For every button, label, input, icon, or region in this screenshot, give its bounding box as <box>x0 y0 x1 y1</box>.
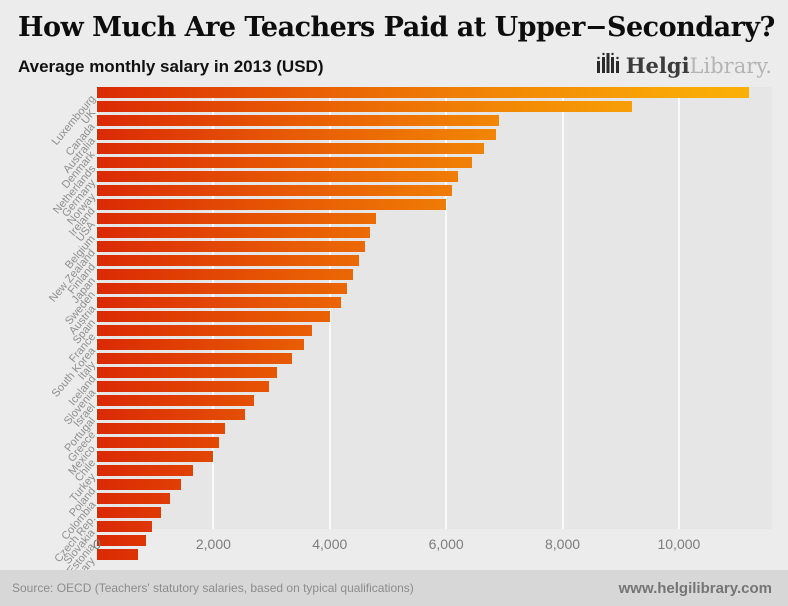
bar-row: Iceland <box>66 367 772 408</box>
bar-row: Denmark <box>60 143 772 191</box>
bar <box>97 157 473 168</box>
bar-row: Italy <box>76 353 772 382</box>
bar-row: Hungary <box>62 549 772 595</box>
bar-row: Belgium <box>63 227 772 271</box>
bar <box>97 493 170 504</box>
bar <box>97 409 246 420</box>
bar <box>97 283 348 294</box>
bar-row: Turkey <box>67 465 772 504</box>
bar-row: Colombia <box>59 493 772 542</box>
bar-row: Japan <box>70 269 772 306</box>
plot-area: Luxembourg UK Canada Australia Denmark Nether… <box>47 87 772 595</box>
x-tick-label: 2,000 <box>195 536 231 552</box>
bar <box>97 549 138 560</box>
bar-row: Canada <box>64 115 772 158</box>
bar-row: Chile <box>73 451 772 484</box>
bar <box>97 213 377 224</box>
bar <box>97 325 313 336</box>
bar-row: New Zealand <box>47 241 772 305</box>
bar <box>97 535 147 546</box>
bar <box>97 143 484 154</box>
bar-row: Estonia <box>65 535 772 577</box>
website-link[interactable]: www.helgilibrary.com <box>618 579 772 597</box>
bar <box>97 255 359 266</box>
subtitle-row: Average monthly salary in 2013 (USD) <box>0 43 788 77</box>
bar-row: Slovenia <box>62 381 772 427</box>
gridline <box>561 87 564 529</box>
bar <box>97 381 269 392</box>
bar-row: Israel <box>72 395 772 429</box>
gridline <box>445 87 448 529</box>
bar <box>97 311 330 322</box>
logo-wordmark: HelgiLibrary. <box>626 55 772 77</box>
bar-row: Greece <box>66 423 772 465</box>
gridline <box>328 87 331 529</box>
bar-row: France <box>67 325 772 365</box>
page-title: How Much Are Teachers Paid at Upper−Seco… <box>18 12 775 43</box>
bar <box>97 269 354 280</box>
bar-row: Germany <box>60 171 772 220</box>
x-tick-label: 6,000 <box>428 536 464 552</box>
bar <box>97 479 182 490</box>
x-tick-label: 10,000 <box>657 536 701 552</box>
bar-row: Australia <box>61 129 772 176</box>
bar <box>97 367 278 378</box>
bar <box>97 115 499 126</box>
bar-row: UK <box>79 101 772 127</box>
bar-row: Portugal <box>62 409 772 454</box>
bar <box>97 507 161 518</box>
bar-row: Slovakia <box>62 521 772 567</box>
gridline <box>96 87 98 529</box>
helgilibrary-logo-icon <box>595 51 621 77</box>
footer-bar: Source: OECD (Teachers' statutory salari… <box>0 570 788 606</box>
bar <box>97 465 193 476</box>
bar <box>97 199 447 210</box>
bar-row: Czech Rep. <box>52 507 772 565</box>
x-tick-label: 0 <box>93 536 101 552</box>
bar-row: Luxembourg <box>49 87 772 148</box>
bar <box>97 129 496 140</box>
bar <box>97 101 633 112</box>
bar <box>97 227 371 238</box>
bar-row: USA <box>74 213 772 244</box>
bar <box>97 353 292 364</box>
bar-row: Poland <box>67 479 772 519</box>
bar-row: Spain <box>71 311 772 346</box>
bar <box>97 395 255 406</box>
bar-row: Austria <box>67 297 772 337</box>
bar-chart: Luxembourg UK Canada Australia Denmark Nether… <box>47 87 772 595</box>
logo-text-library: Library. <box>689 54 772 78</box>
bar <box>97 437 220 448</box>
bar <box>97 521 153 532</box>
bar <box>97 423 226 434</box>
gridline <box>212 87 215 529</box>
gridline <box>677 87 680 529</box>
bar <box>97 451 214 462</box>
x-tick-label: 4,000 <box>312 536 348 552</box>
bar-row: Finland <box>66 255 772 297</box>
x-tick-label: 8,000 <box>544 536 581 552</box>
bar <box>97 339 304 350</box>
bar-row: Netherlands <box>51 157 772 216</box>
bar <box>97 297 342 308</box>
source-note: Source: OECD (Teachers' statutory salari… <box>12 581 414 595</box>
bar-row: Norway <box>65 185 772 227</box>
bar <box>97 87 749 98</box>
bar-row: Ireland <box>67 199 772 239</box>
bar <box>97 241 365 252</box>
bar <box>97 185 452 196</box>
bar-row: South Korea <box>49 339 772 400</box>
x-axis: 0 2,000 4,000 6,000 8,000 10,000 <box>93 529 772 557</box>
helgilibrary-logo: HelgiLibrary. <box>595 51 772 77</box>
chart-subtitle: Average monthly salary in 2013 (USD) <box>18 57 324 76</box>
bar-row: Sweden <box>63 283 772 327</box>
logo-text-helgi: Helgi <box>625 53 690 78</box>
bar <box>97 171 458 182</box>
bar-row: Mexico <box>66 437 772 478</box>
